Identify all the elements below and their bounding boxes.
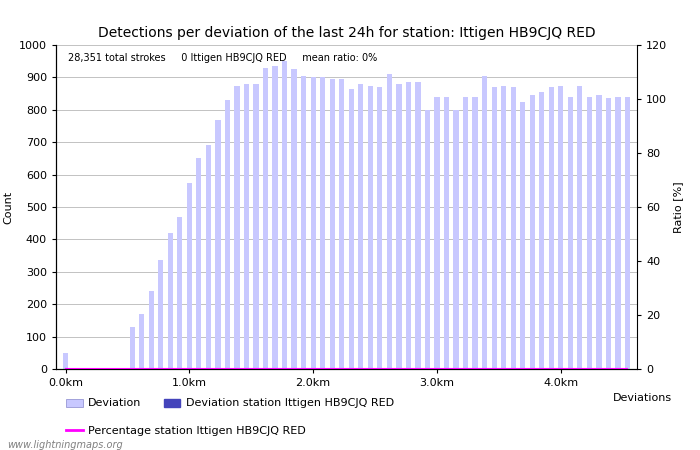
Bar [435,97,440,369]
Bar [139,314,144,369]
Bar [558,86,564,369]
Bar [168,233,173,369]
Bar [463,97,468,369]
Bar [330,79,335,369]
Text: 28,351 total strokes     0 Ittigen HB9CJQ RED     mean ratio: 0%: 28,351 total strokes 0 Ittigen HB9CJQ RE… [68,53,377,63]
Bar [454,110,458,369]
Text: www.lightningmaps.org: www.lightningmaps.org [7,440,122,450]
Bar [396,84,402,369]
Bar [368,86,373,369]
Bar [272,66,278,369]
Bar [510,87,516,369]
Legend: Deviation, Deviation station Ittigen HB9CJQ RED: Deviation, Deviation station Ittigen HB9… [62,394,398,413]
Bar [282,61,287,369]
Bar [339,79,344,369]
Title: Detections per deviation of the last 24h for station: Ittigen HB9CJQ RED: Detections per deviation of the last 24h… [98,26,595,40]
Bar [578,86,582,369]
Bar [349,89,354,369]
Bar [606,99,611,369]
Bar [187,183,192,369]
Bar [530,95,535,369]
Bar [63,353,68,369]
Y-axis label: Count: Count [4,190,13,224]
Bar [244,84,249,369]
Bar [263,68,268,369]
Bar [425,110,430,369]
Bar [615,97,621,369]
Bar [406,82,411,369]
Bar [148,291,154,369]
Bar [130,327,135,369]
Bar [386,74,392,369]
Legend: Percentage station Ittigen HB9CJQ RED: Percentage station Ittigen HB9CJQ RED [62,421,310,440]
Bar [568,97,573,369]
Bar [491,87,497,369]
Bar [415,82,421,369]
Bar [444,97,449,369]
Bar [587,97,592,369]
Bar [501,86,506,369]
Bar [196,158,202,369]
Bar [539,92,545,369]
Bar [358,84,363,369]
Bar [520,102,525,369]
Bar [473,97,477,369]
Text: Deviations: Deviations [613,393,672,403]
Bar [253,84,258,369]
Bar [225,100,230,369]
Bar [301,76,307,369]
Bar [311,77,316,369]
Bar [158,261,163,369]
Bar [234,86,239,369]
Bar [482,76,487,369]
Y-axis label: Ratio [%]: Ratio [%] [673,181,682,233]
Bar [549,87,554,369]
Bar [377,87,382,369]
Bar [291,69,297,369]
Bar [596,95,601,369]
Bar [320,77,326,369]
Bar [625,97,630,369]
Bar [177,217,183,369]
Bar [206,145,211,369]
Bar [216,120,220,369]
